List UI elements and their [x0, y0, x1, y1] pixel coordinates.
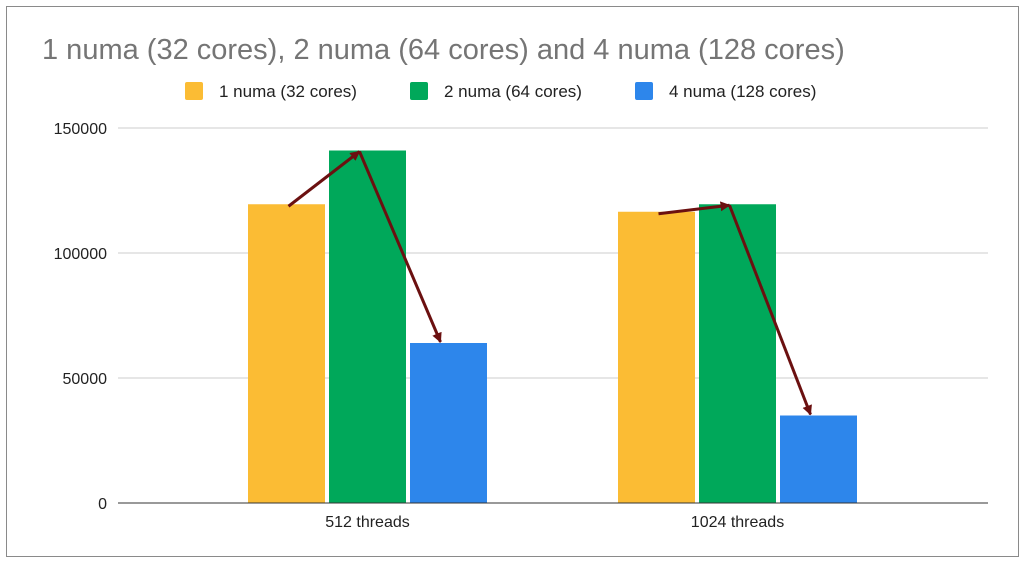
bar-1024-threads-2-numa-64-cores: [699, 204, 776, 503]
x-axis: 512 threads 1024 threads: [118, 502, 988, 531]
bar-1024-threads-4-numa-128-cores: [780, 415, 857, 503]
annotation-arrow-1: [287, 150, 361, 208]
legend-label-4-numa-128-cores: 4 numa (128 cores): [669, 82, 816, 101]
y-axis: 0 50000 100000 150000: [54, 121, 107, 513]
legend: 1 numa (32 cores) 2 numa (64 cores) 4 numa…: [185, 82, 816, 101]
chart-frame: 1 numa (32 cores), 2 numa (64 cores) and…: [6, 6, 1019, 557]
bar-1024-threads-1-numa-32-cores: [618, 211, 695, 503]
bars: [248, 150, 857, 503]
y-tick-label-0: 0: [98, 496, 107, 513]
annotation-arrow-3: [658, 201, 731, 216]
annotation-arrow-4: [728, 204, 812, 416]
bar-512-threads-1-numa-32-cores: [248, 204, 325, 503]
legend-swatch-4-numa-128-cores: [635, 82, 653, 100]
legend-label-2-numa-64-cores: 2 numa (64 cores): [444, 82, 582, 101]
y-tick-label-150000: 150000: [54, 121, 107, 138]
bar-512-threads-4-numa-128-cores: [410, 343, 487, 503]
y-tick-label-100000: 100000: [54, 246, 107, 263]
annotation-arrows: [287, 150, 812, 416]
annotation-arrow-2: [358, 150, 442, 343]
x-tick-label-512-threads: 512 threads: [325, 514, 410, 531]
bar-chart: 1 numa (32 cores), 2 numa (64 cores) and…: [42, 34, 988, 531]
legend-swatch-2-numa-64-cores: [410, 82, 428, 100]
y-tick-label-50000: 50000: [63, 371, 108, 388]
chart-title: 1 numa (32 cores), 2 numa (64 cores) and…: [42, 34, 845, 66]
x-tick-label-1024-threads: 1024 threads: [691, 514, 784, 531]
bar-512-threads-2-numa-64-cores: [329, 150, 406, 503]
legend-swatch-1-numa-32-cores: [185, 82, 203, 100]
legend-label-1-numa-32-cores: 1 numa (32 cores): [219, 82, 357, 101]
